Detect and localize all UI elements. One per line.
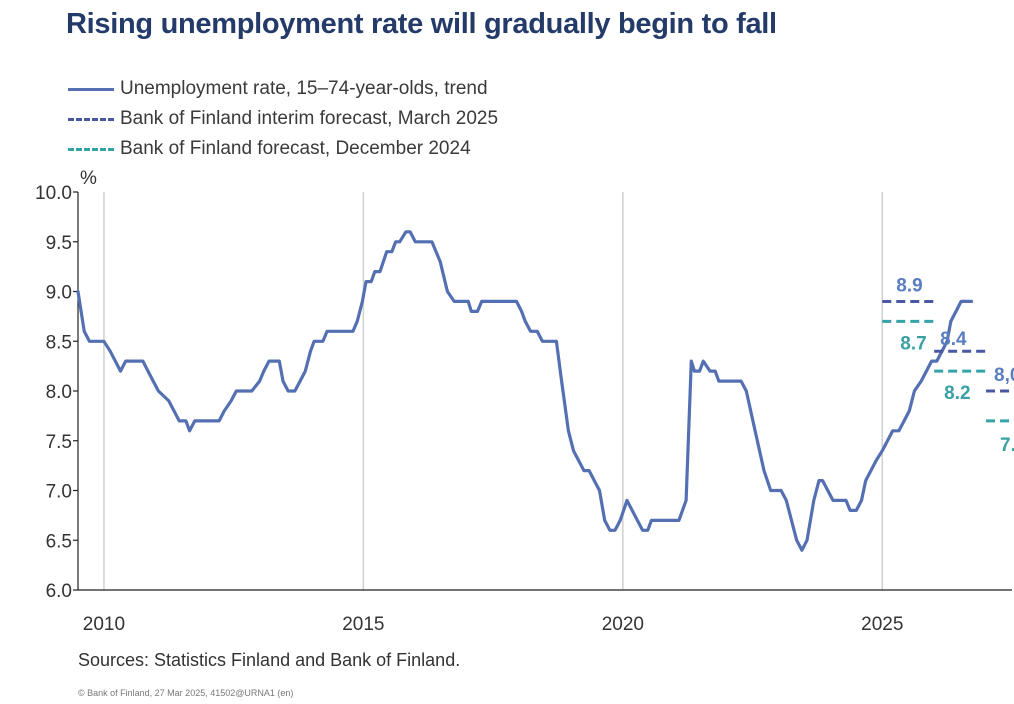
legend-swatch-interim-forecast: [68, 117, 114, 121]
y-tick-label: 10.0: [35, 183, 72, 204]
y-tick-label: 9.5: [46, 233, 72, 254]
y-tick-label: 7.0: [46, 482, 72, 503]
x-tick-label-2020: 2020: [602, 614, 644, 635]
x-tick-label-2025: 2025: [861, 614, 903, 635]
december-forecast-label: 8.2: [944, 383, 970, 404]
legend-item-december-forecast: Bank of Finland forecast, December 2024: [68, 134, 498, 164]
legend-swatch-actual: [68, 87, 114, 91]
legend-label-interim-forecast: Bank of Finland interim forecast, March …: [120, 108, 499, 129]
legend-label-actual: Unemployment rate, 15–74-year-olds, tren…: [120, 78, 488, 99]
y-tick-label: 7.5: [46, 432, 72, 453]
y-tick-label: 6.5: [46, 531, 72, 552]
y-tick-label: 6.0: [46, 581, 72, 602]
x-tick-label-2015: 2015: [342, 614, 384, 635]
interim-forecast-label: 8.4: [940, 329, 967, 350]
legend: Unemployment rate, 15–74-year-olds, tren…: [68, 74, 498, 164]
interim-forecast-label: 8,0: [994, 365, 1014, 386]
y-tick-label: 8.5: [46, 332, 72, 353]
y-tick-label: 9.0: [46, 283, 72, 304]
chart-title: Rising unemployment rate will gradually …: [66, 8, 777, 40]
series-line-unemployment-rate: [76, 230, 974, 552]
y-tick-label: 8.0: [46, 382, 72, 403]
interim-forecast-label: 8.9: [896, 275, 922, 296]
legend-item-actual: Unemployment rate, 15–74-year-olds, tren…: [68, 74, 498, 104]
legend-swatch-december-forecast: [68, 147, 114, 151]
x-tick-label-2010: 2010: [83, 614, 125, 635]
december-forecast-label: 7.7: [1000, 435, 1014, 456]
copyright-footer: © Bank of Finland, 27 Mar 2025, 41502@UR…: [78, 688, 294, 698]
legend-label-december-forecast: Bank of Finland forecast, December 2024: [120, 138, 471, 159]
sources-note: Sources: Statistics Finland and Bank of …: [78, 650, 461, 670]
december-forecast-label: 8.7: [900, 333, 926, 354]
y-axis-unit: %: [80, 168, 97, 189]
legend-item-interim-forecast: Bank of Finland interim forecast, March …: [68, 104, 498, 134]
